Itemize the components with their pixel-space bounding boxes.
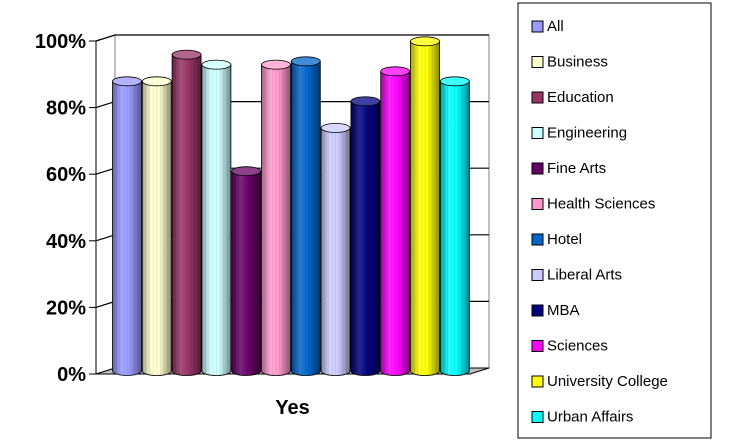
bar-top: [112, 76, 142, 87]
bar-top: [141, 76, 172, 87]
y-tick-label: 100%: [35, 31, 86, 53]
legend-label: Health Sciences: [547, 196, 655, 213]
legend-item: Urban Affairs: [531, 409, 633, 426]
bar-body: [171, 54, 202, 376]
gridline: [95, 34, 489, 42]
legend-box: [517, 2, 712, 439]
bars: [112, 36, 470, 376]
legend-item: MBA: [531, 302, 580, 319]
legend-label: Liberal Arts: [547, 267, 622, 284]
bar-top: [410, 36, 440, 47]
legend-item: Hotel: [531, 231, 582, 248]
bar-all: [112, 76, 142, 376]
x-axis: Yes: [275, 397, 309, 419]
bar-body: [261, 64, 291, 376]
bar-education: [171, 49, 202, 376]
bar-fine-arts: [231, 166, 262, 376]
bar-top: [320, 123, 351, 133]
legend-swatch: [531, 411, 544, 423]
legend-swatch: [531, 20, 544, 33]
legend-label: Fine Arts: [547, 160, 606, 177]
legend-item: Engineering: [531, 125, 627, 142]
legend-swatch: [531, 198, 544, 210]
bar-body: [320, 127, 351, 376]
legend-label: All: [547, 18, 564, 35]
bar-top: [380, 66, 411, 77]
legend-label: Hotel: [547, 231, 582, 248]
legend-label: Education: [547, 89, 614, 106]
legend-item: Sciences: [531, 338, 608, 355]
bar-body: [201, 64, 232, 376]
y-tick-label: 60%: [46, 164, 86, 186]
legend-item: Health Sciences: [531, 196, 655, 213]
legend-item: University College: [531, 373, 668, 390]
legend-item: Fine Arts: [531, 160, 606, 177]
bar-hotel: [290, 56, 321, 376]
legend-item: Liberal Arts: [531, 267, 622, 284]
legend-item: Business: [531, 54, 608, 71]
legend-label: Business: [547, 54, 608, 71]
y-tick-label: 0%: [57, 364, 86, 386]
legend-label: Engineering: [547, 125, 627, 142]
bar-health-sciences: [261, 59, 291, 376]
bar-body: [350, 100, 381, 376]
legend-item: Education: [531, 89, 614, 106]
x-category-label: Yes: [275, 397, 309, 419]
bar-body: [231, 170, 262, 376]
legend-label: MBA: [547, 302, 580, 319]
bar-top: [261, 59, 291, 70]
bar-top: [290, 56, 321, 67]
y-axis: 0% 20% 40% 60% 80% 100%: [35, 31, 97, 386]
y-tick-label: 40%: [46, 231, 86, 253]
legend-swatch: [531, 304, 544, 317]
y-tick-label: 20%: [46, 297, 86, 319]
legend-swatch: [531, 269, 544, 281]
legend-swatch: [531, 375, 544, 388]
legend-swatch: [531, 233, 544, 246]
bar-body: [380, 70, 411, 376]
bar-mba: [350, 96, 381, 376]
legend-swatch: [531, 91, 544, 104]
legend-item: All: [531, 18, 564, 35]
legend-label: Urban Affairs: [547, 409, 633, 426]
bar-liberal-arts: [320, 123, 351, 376]
legend: All Business Education Engineering Fine Arts…: [517, 2, 712, 439]
bar-sciences: [380, 66, 411, 376]
legend-label: University College: [547, 373, 668, 390]
bar-urban-affairs: [439, 76, 470, 376]
bar-university-college: [410, 36, 440, 376]
legend-swatch: [531, 56, 544, 68]
bar-top: [439, 76, 470, 87]
bar-body: [112, 80, 142, 376]
bar-body: [410, 40, 440, 376]
legend-swatch: [531, 127, 544, 139]
bar-top: [231, 166, 262, 177]
bar-business: [141, 76, 172, 376]
bar-body: [141, 80, 172, 376]
legend-label: Sciences: [547, 338, 608, 355]
bar-body: [290, 60, 321, 376]
legend-swatch: [531, 340, 544, 352]
bar-engineering: [201, 59, 232, 376]
bar-top: [201, 59, 232, 70]
bar-top: [171, 49, 202, 60]
bar-top: [350, 96, 381, 107]
y-tick-label: 80%: [46, 98, 86, 120]
bar-body: [439, 80, 470, 376]
legend-swatch: [531, 162, 544, 175]
